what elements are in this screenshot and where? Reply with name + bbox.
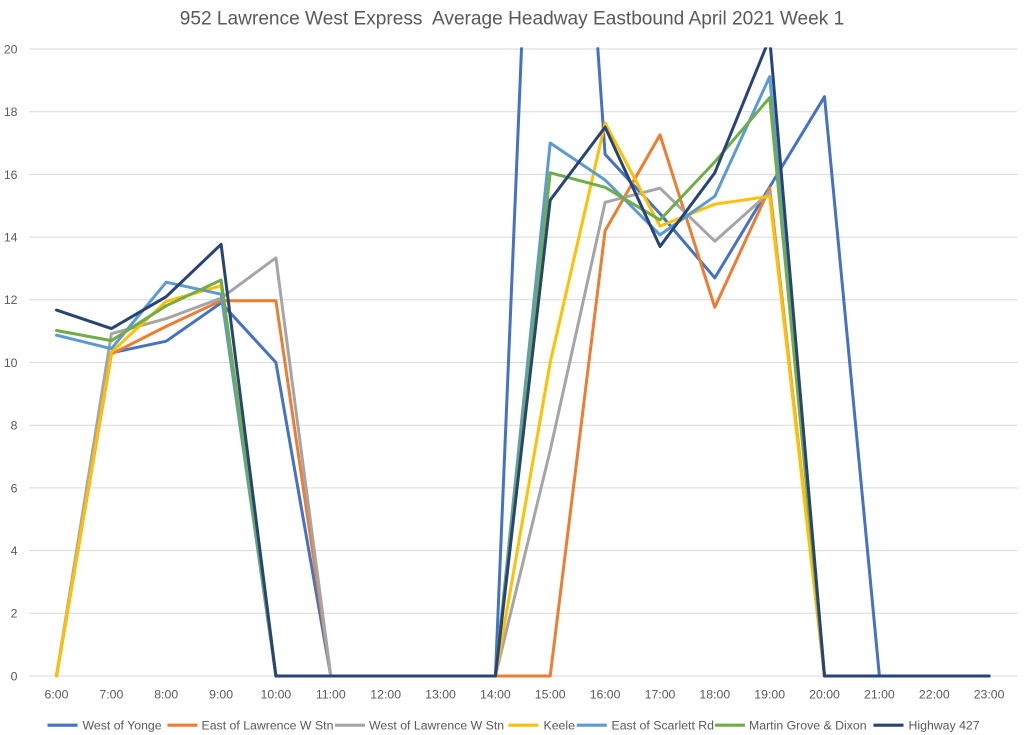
svg-text:19:00: 19:00: [754, 688, 785, 702]
svg-text:11:00: 11:00: [316, 688, 346, 702]
svg-text:18: 18: [4, 105, 18, 119]
svg-text:Keele: Keele: [544, 719, 576, 733]
svg-text:16:00: 16:00: [590, 688, 621, 702]
svg-text:23:00: 23:00: [974, 688, 1005, 702]
svg-text:7:00: 7:00: [99, 688, 123, 702]
svg-text:10:00: 10:00: [261, 688, 292, 702]
svg-text:East of Lawrence W Stn: East of Lawrence W Stn: [202, 719, 334, 733]
svg-text:2: 2: [11, 607, 18, 621]
svg-text:21:00: 21:00: [864, 688, 895, 702]
svg-text:West of Yonge: West of Yonge: [83, 719, 162, 733]
svg-text:18:00: 18:00: [699, 688, 730, 702]
svg-text:17:00: 17:00: [645, 688, 676, 702]
svg-text:8:00: 8:00: [154, 688, 178, 702]
svg-text:6: 6: [11, 481, 18, 495]
svg-text:0: 0: [11, 669, 18, 683]
svg-text:4: 4: [11, 544, 18, 558]
svg-text:8: 8: [11, 419, 18, 433]
svg-text:East of Scarlett Rd: East of Scarlett Rd: [612, 719, 715, 733]
svg-text:Highway 427: Highway 427: [909, 719, 980, 733]
svg-text:20: 20: [4, 42, 18, 56]
svg-text:16: 16: [4, 168, 18, 182]
svg-text:Martin Grove & Dixon: Martin Grove & Dixon: [749, 719, 867, 733]
svg-text:20:00: 20:00: [809, 688, 840, 702]
svg-text:12:00: 12:00: [370, 688, 401, 702]
svg-text:9:00: 9:00: [209, 688, 233, 702]
svg-text:14: 14: [4, 231, 18, 245]
svg-text:22:00: 22:00: [919, 688, 950, 702]
svg-text:14:00: 14:00: [480, 688, 511, 702]
svg-text:952 Lawrence West Express Ave: 952 Lawrence West Express Average Headwa…: [180, 9, 844, 30]
svg-text:10: 10: [4, 356, 18, 370]
svg-text:15:00: 15:00: [535, 688, 566, 702]
svg-text:12: 12: [4, 293, 18, 307]
svg-text:13:00: 13:00: [425, 688, 456, 702]
svg-text:6:00: 6:00: [45, 688, 69, 702]
svg-text:West of Lawrence W Stn: West of Lawrence W Stn: [369, 719, 504, 733]
